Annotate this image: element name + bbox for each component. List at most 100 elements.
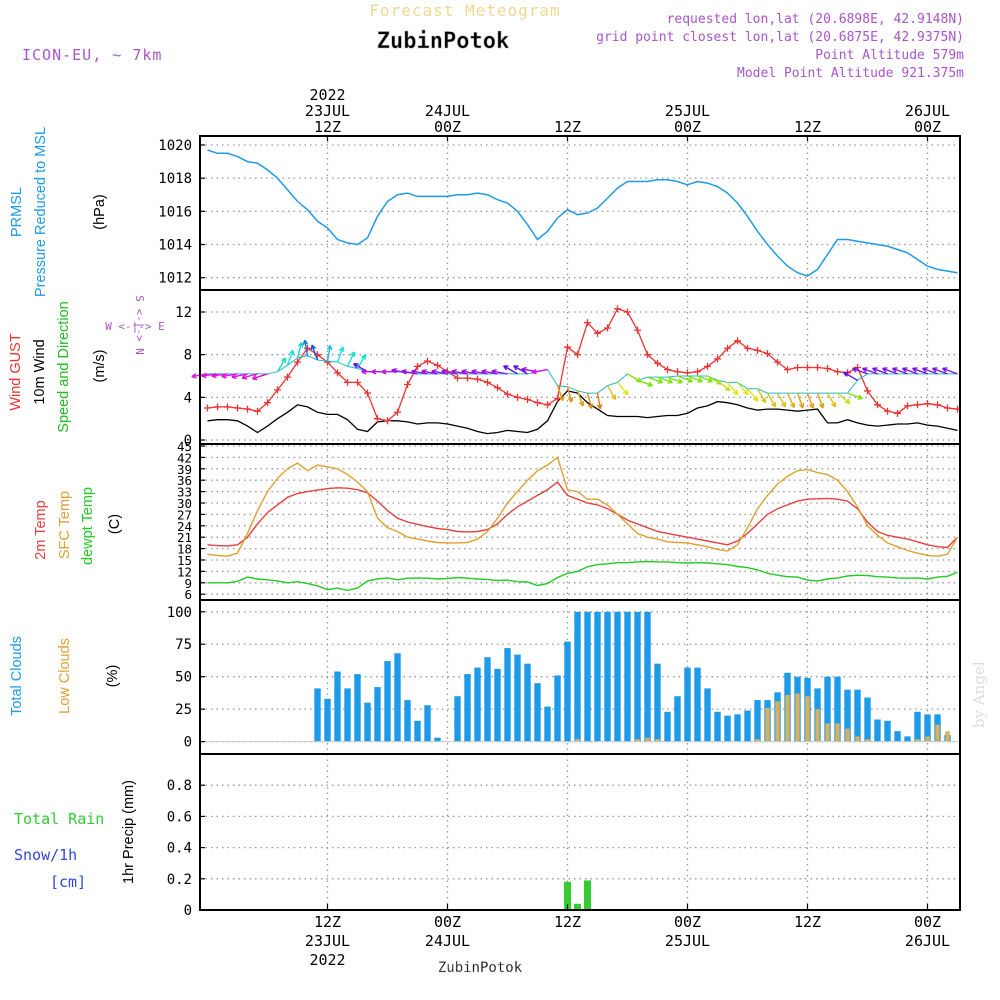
total-clouds-bar [714, 711, 721, 742]
total-clouds-bar [904, 736, 911, 742]
x-tick-label-top: 00Z [434, 118, 461, 136]
gust-marker [534, 399, 541, 407]
pressure-line [207, 149, 958, 277]
low-clouds-bar [815, 709, 820, 742]
total-clouds-bar [924, 714, 931, 742]
y-tick-label: 24 [177, 519, 192, 534]
y-tick-label: 45 [177, 439, 192, 454]
wind-direction-arrow [911, 367, 928, 375]
y-tick-label: 0.8 [167, 778, 192, 794]
wind10m-line [207, 390, 958, 435]
gust-marker [764, 350, 771, 358]
y-tick-label: 4 [184, 390, 192, 406]
requested-coords: requested lon,lat (20.6898E, 42.9148N) [667, 12, 964, 27]
total-clouds-bar [654, 663, 661, 742]
x-tick-label-bottom: 00Z [674, 913, 701, 931]
total-clouds-bar [684, 667, 691, 742]
x-tick-label-bottom: 00Z [434, 913, 461, 931]
x-tick-label-bottom: 26JUL [905, 932, 950, 950]
y-tick-label: 15 [177, 553, 192, 568]
wind-direction-arrow [251, 373, 268, 381]
gust-marker [264, 399, 271, 407]
x-tick-label-bottom: 2022 [309, 951, 345, 969]
y-tick-label: 27 [177, 507, 192, 522]
total-clouds-bar [704, 688, 711, 742]
wind-direction-arrow [637, 379, 653, 387]
sfc-temp-label: SFC Temp [57, 491, 73, 559]
y-tick-label: 39 [177, 462, 192, 477]
wind-direction-arrow [921, 367, 938, 375]
low-clouds-bar [805, 696, 810, 742]
wind-direction-arrow [786, 392, 795, 409]
y-tick-label: 12 [175, 305, 192, 321]
gust-marker [274, 386, 281, 394]
gust-marker [244, 405, 251, 413]
gust-marker [754, 346, 761, 354]
total-clouds-bar [674, 696, 681, 742]
panel-frame [199, 135, 961, 291]
wind-direction-arrow [717, 379, 731, 392]
gust-marker [294, 358, 301, 366]
x-tick-label-bottom: 24JUL [425, 932, 470, 950]
x-tick-label-top: 12Z [554, 118, 581, 136]
x-tick-label-bottom: 00Z [914, 913, 941, 931]
pressure-label: Pressure Reduced to MSL [33, 127, 49, 297]
gust-marker [744, 344, 751, 352]
total-clouds-bar [554, 675, 561, 742]
total-clouds-bar [374, 687, 381, 742]
wind-direction-arrow [806, 392, 815, 409]
gust-marker [564, 343, 571, 351]
gust-marker [884, 407, 891, 415]
x-tick-label-bottom: 12Z [554, 913, 581, 931]
y-tick-label: 0.6 [167, 809, 192, 825]
wind-direction-arrow [871, 367, 888, 375]
wind-direction-arrow [851, 367, 868, 375]
wind-direction-arrow [310, 344, 319, 361]
wind-direction-arrow [513, 365, 528, 375]
speed-dir-line [207, 355, 958, 394]
low-clouds-bar [635, 739, 640, 742]
wind-direction-arrow [336, 346, 345, 363]
gust-marker [944, 404, 951, 412]
low-clouds-bar [655, 739, 660, 742]
x-tick-label-top: 12Z [794, 118, 821, 136]
y-tick-label: 30 [177, 496, 192, 511]
gust-marker [234, 404, 241, 412]
wind10m-label: 10m Wind [32, 339, 48, 404]
low-clouds-bar [855, 736, 860, 742]
x-tick-label-top: 00Z [674, 118, 701, 136]
gust-marker [524, 395, 531, 403]
snow-legend-unit: [cm] [50, 873, 86, 891]
clouds-unit: (%) [105, 665, 121, 688]
gust-marker [634, 326, 641, 334]
y-tick-label: 8 [184, 348, 192, 364]
gust-marker [204, 404, 211, 412]
low-clouds-bar [845, 728, 850, 742]
speed-dir-label: Speed and Direction [56, 301, 72, 432]
gust-marker [414, 362, 421, 370]
total-clouds-bar [894, 731, 901, 742]
compass-ns: S <-|-> N [133, 295, 146, 355]
wind-direction-arrow [697, 375, 714, 383]
wind-direction-arrow [503, 365, 518, 375]
total-clouds-bar [404, 700, 411, 742]
gust-marker [434, 361, 441, 369]
total-clouds-bar [834, 676, 841, 742]
gust-marker [614, 305, 621, 313]
wind-direction-arrow [891, 367, 908, 375]
x-tick-label-bottom: 12Z [794, 913, 821, 931]
wind-direction-arrow [776, 392, 787, 408]
wind-direction-arrow [881, 367, 898, 375]
total-clouds-bar [644, 611, 651, 742]
low-clouds-bar [575, 739, 580, 742]
gust-label: Wind GUST [8, 333, 24, 410]
total-clouds-bar [314, 688, 321, 742]
total-clouds-bar [874, 719, 881, 742]
y-tick-label: 1020 [158, 138, 192, 154]
wind-direction-arrow [566, 386, 574, 403]
wind-direction-arrow [616, 381, 629, 396]
total-clouds-bar [884, 720, 891, 742]
gust-marker [344, 378, 351, 386]
low-clouds-label: Low Clouds [57, 638, 73, 714]
total-clouds-bar [594, 611, 601, 742]
